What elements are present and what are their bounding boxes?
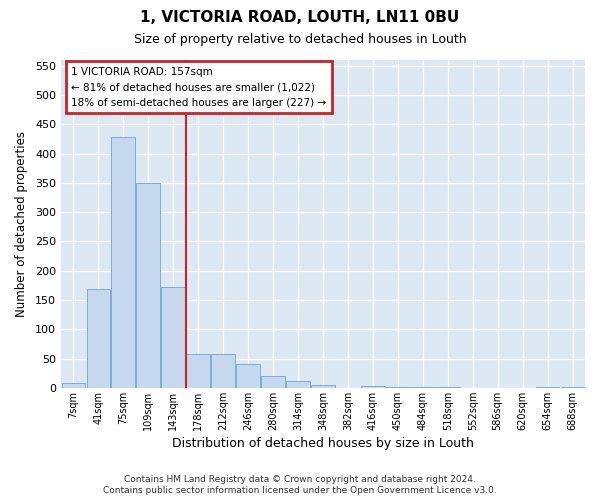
Bar [311,386,335,388]
Text: Contains public sector information licensed under the Open Government Licence v3: Contains public sector information licen… [103,486,497,495]
Bar [236,364,260,388]
Text: Contains HM Land Registry data © Crown copyright and database right 2024.: Contains HM Land Registry data © Crown c… [124,475,476,484]
Bar [261,376,285,388]
Bar [386,387,410,388]
Bar [62,383,85,388]
Bar [286,382,310,388]
Bar [536,386,559,388]
Y-axis label: Number of detached properties: Number of detached properties [15,131,28,317]
Bar [361,386,385,388]
Text: 1 VICTORIA ROAD: 157sqm
← 81% of detached houses are smaller (1,022)
18% of semi: 1 VICTORIA ROAD: 157sqm ← 81% of detache… [71,66,326,108]
Text: Size of property relative to detached houses in Louth: Size of property relative to detached ho… [134,32,466,46]
Text: 1, VICTORIA ROAD, LOUTH, LN11 0BU: 1, VICTORIA ROAD, LOUTH, LN11 0BU [140,10,460,25]
Bar [411,387,434,388]
Bar [187,354,210,388]
Bar [136,183,160,388]
Bar [560,386,584,388]
Bar [161,287,185,388]
Bar [112,138,135,388]
X-axis label: Distribution of detached houses by size in Louth: Distribution of detached houses by size … [172,437,474,450]
Bar [86,290,110,388]
Bar [211,354,235,388]
Bar [436,387,460,388]
